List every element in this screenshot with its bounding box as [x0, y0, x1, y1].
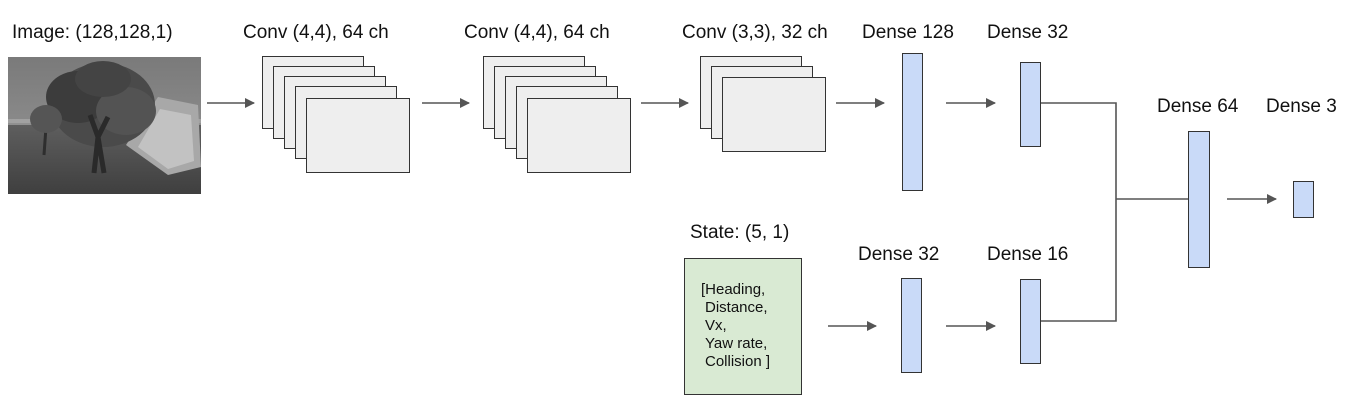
- state-line-yaw-rate: Yaw rate,: [705, 335, 768, 352]
- state-label: State: (5, 1): [690, 222, 790, 243]
- state-input-box: [Heading, Distance, Vx, Yaw rate, Collis…: [684, 258, 802, 395]
- state-line-collision: Collision ]: [705, 353, 771, 370]
- dense64-layer: [1188, 131, 1210, 268]
- merge-bracket: [1041, 102, 1117, 322]
- dense32-state-layer: [901, 278, 922, 373]
- conv2-feature-map: [527, 98, 631, 173]
- dense32-image-layer: [1020, 62, 1041, 147]
- input-image-label: Image: (128,128,1): [12, 22, 173, 43]
- dense3-label: Dense 3: [1266, 96, 1337, 117]
- dense16-label: Dense 16: [987, 244, 1069, 265]
- conv2-label: Conv (4,4), 64 ch: [464, 22, 610, 43]
- dense32-image-label: Dense 32: [987, 22, 1069, 43]
- conv1-label: Conv (4,4), 64 ch: [243, 22, 389, 43]
- dense128-layer: [902, 53, 923, 191]
- dense128-label: Dense 128: [862, 22, 954, 43]
- dense16-layer: [1020, 279, 1041, 364]
- dense32-state-label: Dense 32: [858, 244, 940, 265]
- conv3-label: Conv (3,3), 32 ch: [682, 22, 828, 43]
- conv1-feature-map: [306, 98, 410, 173]
- state-line-distance: Distance,: [705, 299, 768, 316]
- input-image: [8, 57, 201, 194]
- dense64-label: Dense 64: [1157, 96, 1239, 117]
- state-line-heading: [Heading,: [701, 281, 766, 298]
- dense3-layer: [1293, 181, 1314, 218]
- conv3-feature-map: [722, 77, 826, 152]
- state-line-vx: Vx,: [705, 317, 727, 334]
